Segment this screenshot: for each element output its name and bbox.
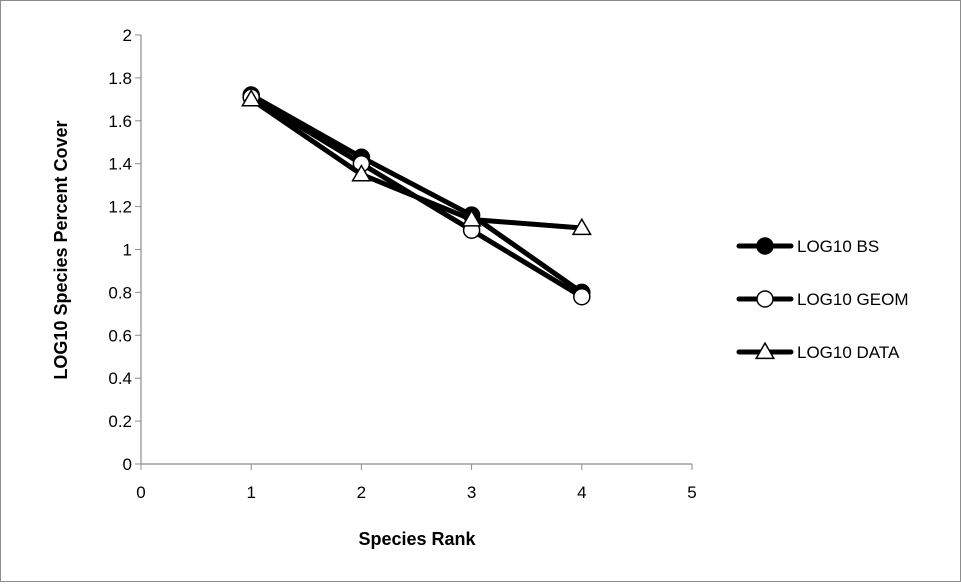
legend-marker xyxy=(754,341,776,360)
series-2 xyxy=(241,89,592,236)
x-tick-label: 1 xyxy=(246,483,255,502)
y-tick-label: 1.4 xyxy=(108,155,132,174)
series-layer xyxy=(241,86,592,306)
legend: LOG10 BS LOG10 GEOM LOG10 DATA xyxy=(736,237,908,362)
legend-label: LOG10 DATA xyxy=(797,343,900,362)
x-tick-label: 4 xyxy=(577,483,586,502)
x-tick-label: 2 xyxy=(357,483,366,502)
series-line xyxy=(248,92,585,295)
legend-marker xyxy=(756,237,774,255)
legend-item: LOG10 GEOM xyxy=(736,290,908,309)
y-tick-label: 2 xyxy=(123,26,132,45)
x-axis-title: Species Rank xyxy=(358,529,476,549)
legend-label: LOG10 GEOM xyxy=(797,290,908,309)
y-tick-label: 1.2 xyxy=(108,198,132,217)
y-tick-label: 0.2 xyxy=(108,412,132,431)
data-point xyxy=(241,89,262,107)
legend-label: LOG10 BS xyxy=(797,237,879,256)
x-tick-label: 5 xyxy=(687,483,696,502)
data-point xyxy=(461,209,482,227)
y-tick-label: 0.4 xyxy=(108,369,132,388)
x-tick-label: 0 xyxy=(136,483,145,502)
y-tick-label: 1.6 xyxy=(108,112,132,131)
series-line xyxy=(248,96,585,231)
plot-area xyxy=(140,35,692,465)
legend-item: LOG10 BS xyxy=(736,237,879,256)
data-point xyxy=(573,287,591,306)
y-tick-label: 1 xyxy=(123,241,132,260)
data-point xyxy=(571,217,592,236)
y-tick-label: 0.8 xyxy=(108,283,132,302)
y-axis-ticks: 0 0.2 0.4 0.6 0.8 1 1.2 1.4 1.6 1.8 2 xyxy=(108,26,141,474)
legend-marker xyxy=(756,290,774,308)
y-tick-label: 0.6 xyxy=(108,326,132,345)
x-tick-label: 3 xyxy=(467,483,476,502)
data-point xyxy=(351,164,372,182)
x-axis-ticks: 0 1 2 3 4 5 xyxy=(136,464,697,502)
y-tick-label: 0 xyxy=(123,455,132,474)
y-axis-title: LOG10 Species Percent Cover xyxy=(51,120,71,379)
y-tick-label: 1.8 xyxy=(108,69,132,88)
legend-item: LOG10 DATA xyxy=(736,341,900,362)
